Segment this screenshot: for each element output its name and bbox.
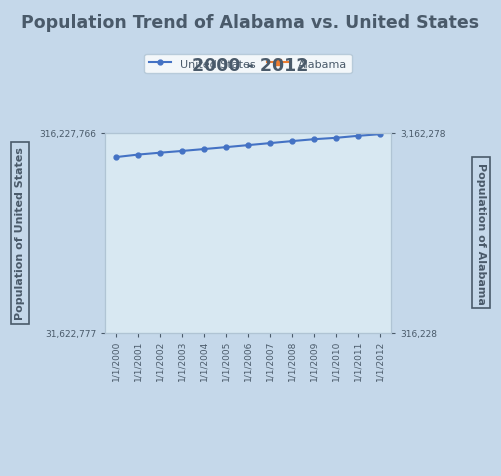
- Alabama: [157, 38, 163, 43]
- United States: [289, 139, 295, 145]
- Text: Population of United States: Population of United States: [15, 147, 25, 319]
- Text: 2000 - 2012: 2000 - 2012: [192, 57, 309, 75]
- United States: [355, 134, 361, 139]
- Alabama: [245, 28, 251, 33]
- Alabama: [201, 34, 207, 40]
- United States: [377, 132, 383, 138]
- Alabama: [355, 15, 361, 21]
- Alabama: [135, 39, 141, 44]
- United States: [201, 147, 207, 153]
- United States: [311, 137, 317, 143]
- Alabama: [179, 36, 185, 42]
- Alabama: [333, 17, 339, 22]
- Alabama: [289, 21, 295, 27]
- United States: [245, 143, 251, 149]
- Line: United States: United States: [114, 132, 382, 160]
- Alabama: [311, 19, 317, 24]
- United States: [135, 152, 141, 158]
- Text: Population of Alabama: Population of Alabama: [476, 162, 486, 304]
- United States: [333, 136, 339, 141]
- United States: [179, 149, 185, 155]
- United States: [157, 150, 163, 156]
- Alabama: [377, 14, 383, 20]
- Alabama: [113, 40, 119, 46]
- Alabama: [223, 31, 229, 37]
- Legend: United States, Alabama: United States, Alabama: [144, 55, 352, 74]
- Alabama: [267, 24, 273, 30]
- Line: Alabama: Alabama: [113, 13, 383, 47]
- Text: Population Trend of Alabama vs. United States: Population Trend of Alabama vs. United S…: [22, 14, 479, 32]
- United States: [267, 141, 273, 147]
- United States: [223, 145, 229, 151]
- United States: [113, 155, 119, 160]
